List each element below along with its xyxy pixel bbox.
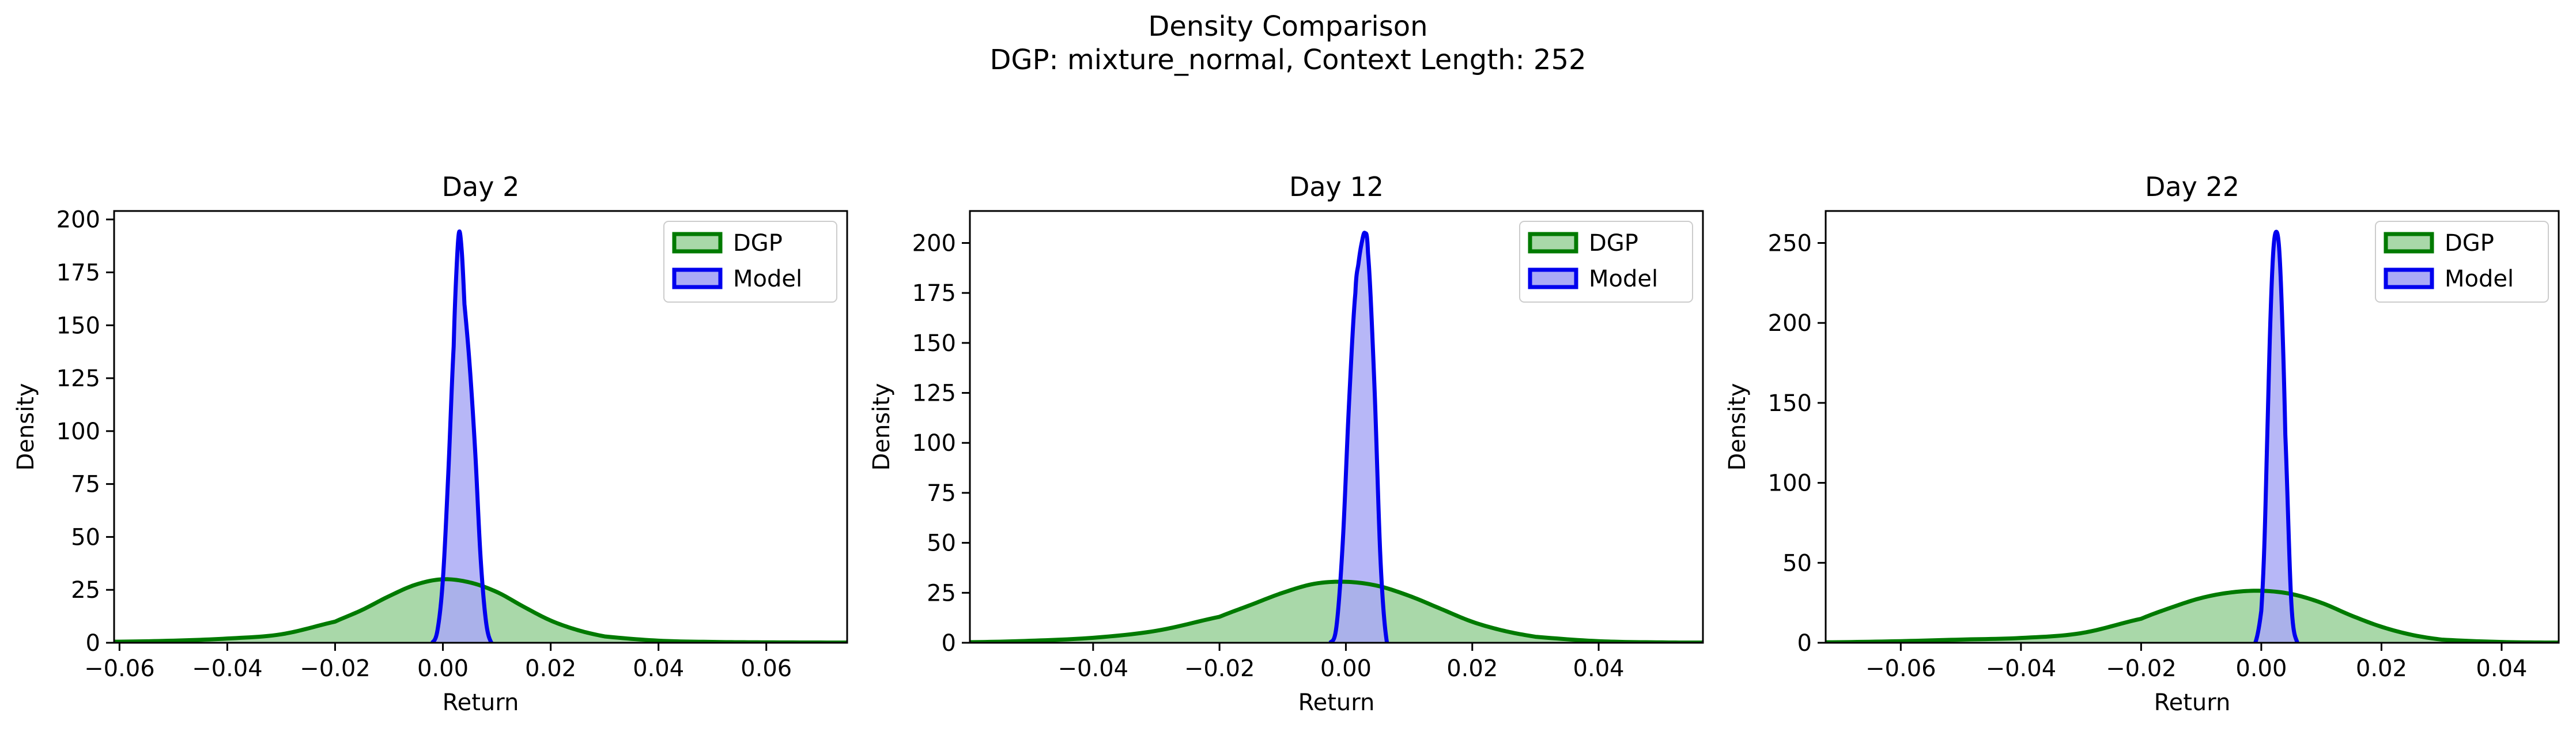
chart-panel-2: −0.04 −0.02 0.00 0.02 0.04 0 25 50 75 100 125 150 17… bbox=[868, 171, 1704, 716]
chart-panel-3: −0.06 −0.04 −0.02 0.00 0.02 0.04 0 50 100 150 200 2… bbox=[1724, 171, 2560, 716]
chart-title: Day 22 bbox=[2145, 171, 2239, 202]
legend-swatch-dgp bbox=[2384, 232, 2434, 254]
series-line-model bbox=[1328, 231, 1389, 643]
y-tick-label: 125 bbox=[912, 380, 956, 407]
x-tick-label: −0.04 bbox=[1058, 655, 1129, 682]
chart-panel-1: −0.06 −0.04 −0.02 0.00 0.02 0.04 0.06 0 25 50 75 10… bbox=[13, 171, 848, 716]
figure-subtitle: DGP: mixture_normal, Context Length: 252 bbox=[989, 44, 1586, 76]
legend: DGP Model bbox=[663, 221, 837, 303]
y-tick-label: 0 bbox=[86, 630, 100, 657]
y-tick-label: 50 bbox=[927, 530, 956, 557]
x-axis-label: Return bbox=[2154, 689, 2231, 716]
y-tick-label: 200 bbox=[56, 207, 100, 233]
axes-frame bbox=[1825, 210, 2560, 644]
chart-title: Day 12 bbox=[1289, 171, 1384, 202]
y-axis-label: Density bbox=[868, 383, 895, 470]
series-line-dgp bbox=[1826, 589, 2559, 643]
legend-swatch-model bbox=[1528, 267, 1578, 289]
legend-swatch-dgp bbox=[1528, 232, 1578, 254]
x-tick-label: 0.04 bbox=[633, 655, 684, 682]
x-axis-label: Return bbox=[1298, 689, 1375, 716]
legend-label-model: Model bbox=[733, 266, 802, 292]
x-tick-label: −0.04 bbox=[192, 655, 263, 682]
legend-label-model: Model bbox=[2445, 266, 2514, 292]
legend-label-dgp: DGP bbox=[1589, 230, 1638, 257]
y-tick-label: 150 bbox=[912, 330, 956, 357]
x-tick-label: 0.00 bbox=[2235, 655, 2287, 682]
y-tick-label: 200 bbox=[912, 230, 956, 257]
x-tick-label: 0.02 bbox=[1446, 655, 1498, 682]
panels: −0.06 −0.04 −0.02 0.00 0.02 0.04 0.06 0 25 50 75 10… bbox=[13, 171, 2560, 716]
x-tick-label: −0.02 bbox=[1184, 655, 1255, 682]
legend: DGP Model bbox=[2375, 221, 2549, 303]
legend: DGP Model bbox=[1519, 221, 1693, 303]
y-tick-label: 50 bbox=[1782, 550, 1812, 576]
y-tick-label: 125 bbox=[56, 365, 100, 392]
series-line-dgp bbox=[114, 577, 847, 643]
x-tick-label: 0.04 bbox=[2476, 655, 2527, 682]
x-tick-label: 0.02 bbox=[525, 655, 576, 682]
y-tick-label: 0 bbox=[942, 630, 956, 657]
x-tick-label: 0.00 bbox=[1320, 655, 1372, 682]
x-tick-label: 0.06 bbox=[741, 655, 792, 682]
y-tick-label: 100 bbox=[1768, 470, 1812, 497]
y-tick-label: 75 bbox=[927, 480, 956, 507]
y-tick-label: 175 bbox=[912, 280, 956, 307]
plot-area bbox=[114, 229, 847, 643]
x-tick-label: −0.06 bbox=[84, 655, 155, 682]
axes-frame bbox=[113, 210, 848, 644]
legend-label-dgp: DGP bbox=[2445, 230, 2494, 257]
y-tick-label: 100 bbox=[56, 419, 100, 445]
x-tick-label: 0.00 bbox=[417, 655, 469, 682]
x-tick-label: 0.04 bbox=[1573, 655, 1625, 682]
chart-title: Day 2 bbox=[442, 171, 520, 202]
x-tick-label: 0.02 bbox=[2356, 655, 2407, 682]
y-tick-label: 150 bbox=[1768, 390, 1812, 417]
y-tick-label: 25 bbox=[71, 577, 100, 604]
legend-label-dgp: DGP bbox=[733, 230, 783, 257]
figure-title: Density Comparison bbox=[1148, 10, 1427, 43]
x-tick-label: −0.02 bbox=[300, 655, 371, 682]
series-line-model bbox=[430, 229, 493, 643]
x-tick-label: −0.06 bbox=[1865, 655, 1936, 682]
legend-swatch-model bbox=[672, 267, 723, 289]
y-tick-label: 75 bbox=[71, 472, 100, 498]
y-axis-label: Density bbox=[13, 383, 39, 470]
plot-area bbox=[970, 231, 1703, 643]
y-tick-label: 175 bbox=[56, 259, 100, 286]
y-tick-label: 100 bbox=[912, 430, 956, 457]
x-axis-label: Return bbox=[443, 689, 519, 716]
legend-label-model: Model bbox=[1589, 266, 1658, 292]
series-line-model bbox=[2253, 229, 2299, 643]
y-tick-label: 50 bbox=[71, 524, 100, 551]
legend-swatch-dgp bbox=[672, 232, 723, 254]
y-tick-label: 0 bbox=[1797, 630, 1812, 657]
series-line-dgp bbox=[970, 579, 1703, 643]
y-tick-label: 150 bbox=[56, 312, 100, 339]
y-tick-label: 250 bbox=[1768, 230, 1812, 257]
plot-area bbox=[1826, 229, 2559, 643]
legend-swatch-model bbox=[2384, 267, 2434, 289]
y-axis-label: Density bbox=[1724, 383, 1751, 470]
y-tick-label: 25 bbox=[927, 580, 956, 606]
x-tick-label: −0.04 bbox=[1986, 655, 2057, 682]
y-tick-label: 200 bbox=[1768, 310, 1812, 337]
axes-frame bbox=[969, 210, 1704, 644]
x-tick-label: −0.02 bbox=[2106, 655, 2177, 682]
series-fill-dgp bbox=[1826, 590, 2559, 643]
